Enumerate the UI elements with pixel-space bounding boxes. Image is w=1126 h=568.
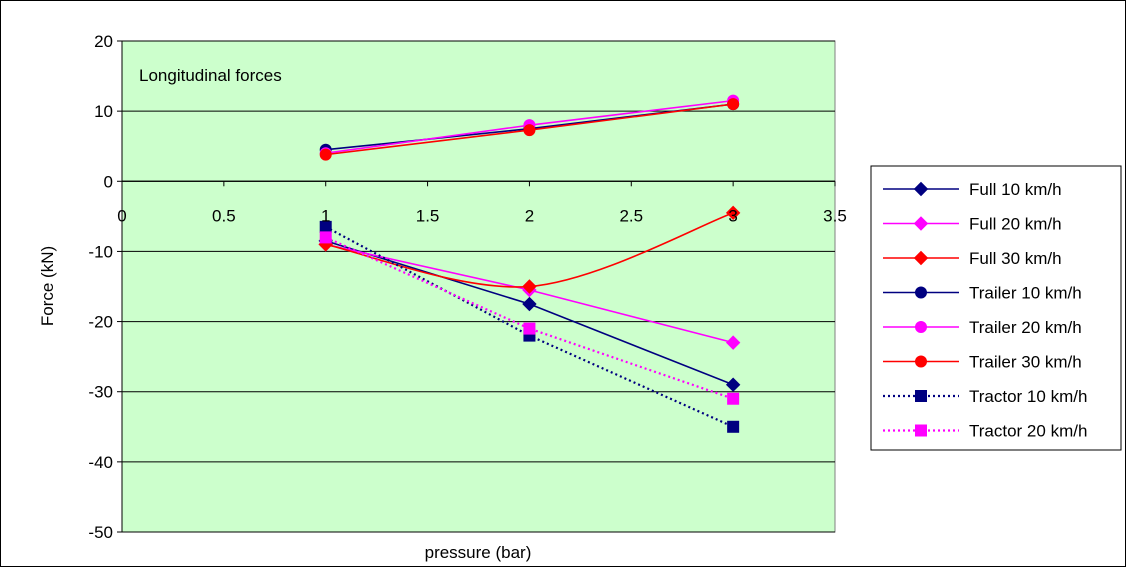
data-point [727,420,740,433]
y-tick-label: -30 [88,383,113,402]
legend-item: Tractor 20 km/h [883,422,1087,441]
chart-annotation: Longitudinal forces [139,66,282,85]
data-point [725,205,741,221]
data-point [523,322,536,335]
y-tick-label: -50 [88,523,113,542]
legend-label: Full 10 km/h [969,180,1062,199]
y-tick-label: 0 [104,172,113,191]
x-tick-label: 3.5 [823,206,847,225]
legend-marker [913,181,929,197]
legend-marker [913,216,929,231]
y-axis-title: Force (kN) [38,246,57,326]
data-point [727,98,740,111]
x-tick-label: 2.5 [619,206,643,225]
legend-label: Trailer 20 km/h [969,318,1082,337]
legend-marker [915,390,927,402]
data-point [522,296,537,312]
data-point [319,231,332,244]
legend-box [870,165,1122,451]
y-tick-label: 10 [94,102,113,121]
data-point [522,279,537,294]
data-point [725,335,741,350]
legend-label: Full 20 km/h [969,215,1062,234]
x-axis-title: pressure (bar) [425,543,532,562]
x-tick-label: 0 [117,206,126,225]
y-tick-label: -10 [88,242,113,261]
legend-item: Trailer 10 km/h [883,284,1082,303]
legend-label: Trailer 30 km/h [969,353,1082,372]
legend-label: Tractor 10 km/h [969,387,1087,406]
y-tick-label: -40 [88,453,113,472]
x-tick-label: 3 [728,206,737,225]
series-line [325,236,734,400]
legend-item: Tractor 10 km/h [883,387,1087,406]
legend-marker [915,355,927,368]
data-point [725,377,741,392]
x-tick-label: 1.5 [416,206,440,225]
legend-label: Full 30 km/h [969,249,1062,268]
series-5 [319,98,740,161]
plot-area [121,40,836,533]
y-tick-label: 20 [94,32,113,51]
legend-label: Trailer 10 km/h [969,284,1082,303]
legend-marker [913,250,929,266]
x-tick-label: 1 [321,206,330,225]
legend-item: Full 20 km/h [883,215,1062,234]
legend-marker [915,321,927,333]
legend-marker [915,424,927,437]
series-7 [319,231,740,405]
data-point [319,148,332,161]
data-point [727,392,740,405]
series-layer [318,94,741,433]
y-tick-label: -20 [88,313,113,332]
x-tick-label: 2 [525,206,534,225]
legend-item: Trailer 30 km/h [883,353,1082,372]
axis-layer [117,40,836,533]
legend-item: Trailer 20 km/h [883,318,1082,337]
legend: Full 10 km/h Full 20 km/h Full 30 km/h Trai… [883,180,1087,441]
data-point [523,124,536,137]
x-tick-label: 0.5 [212,206,236,225]
legend-item: Full 30 km/h [883,249,1062,268]
legend-marker [915,286,927,299]
legend-item: Full 10 km/h [883,180,1062,199]
legend-label: Tractor 20 km/h [969,422,1087,441]
